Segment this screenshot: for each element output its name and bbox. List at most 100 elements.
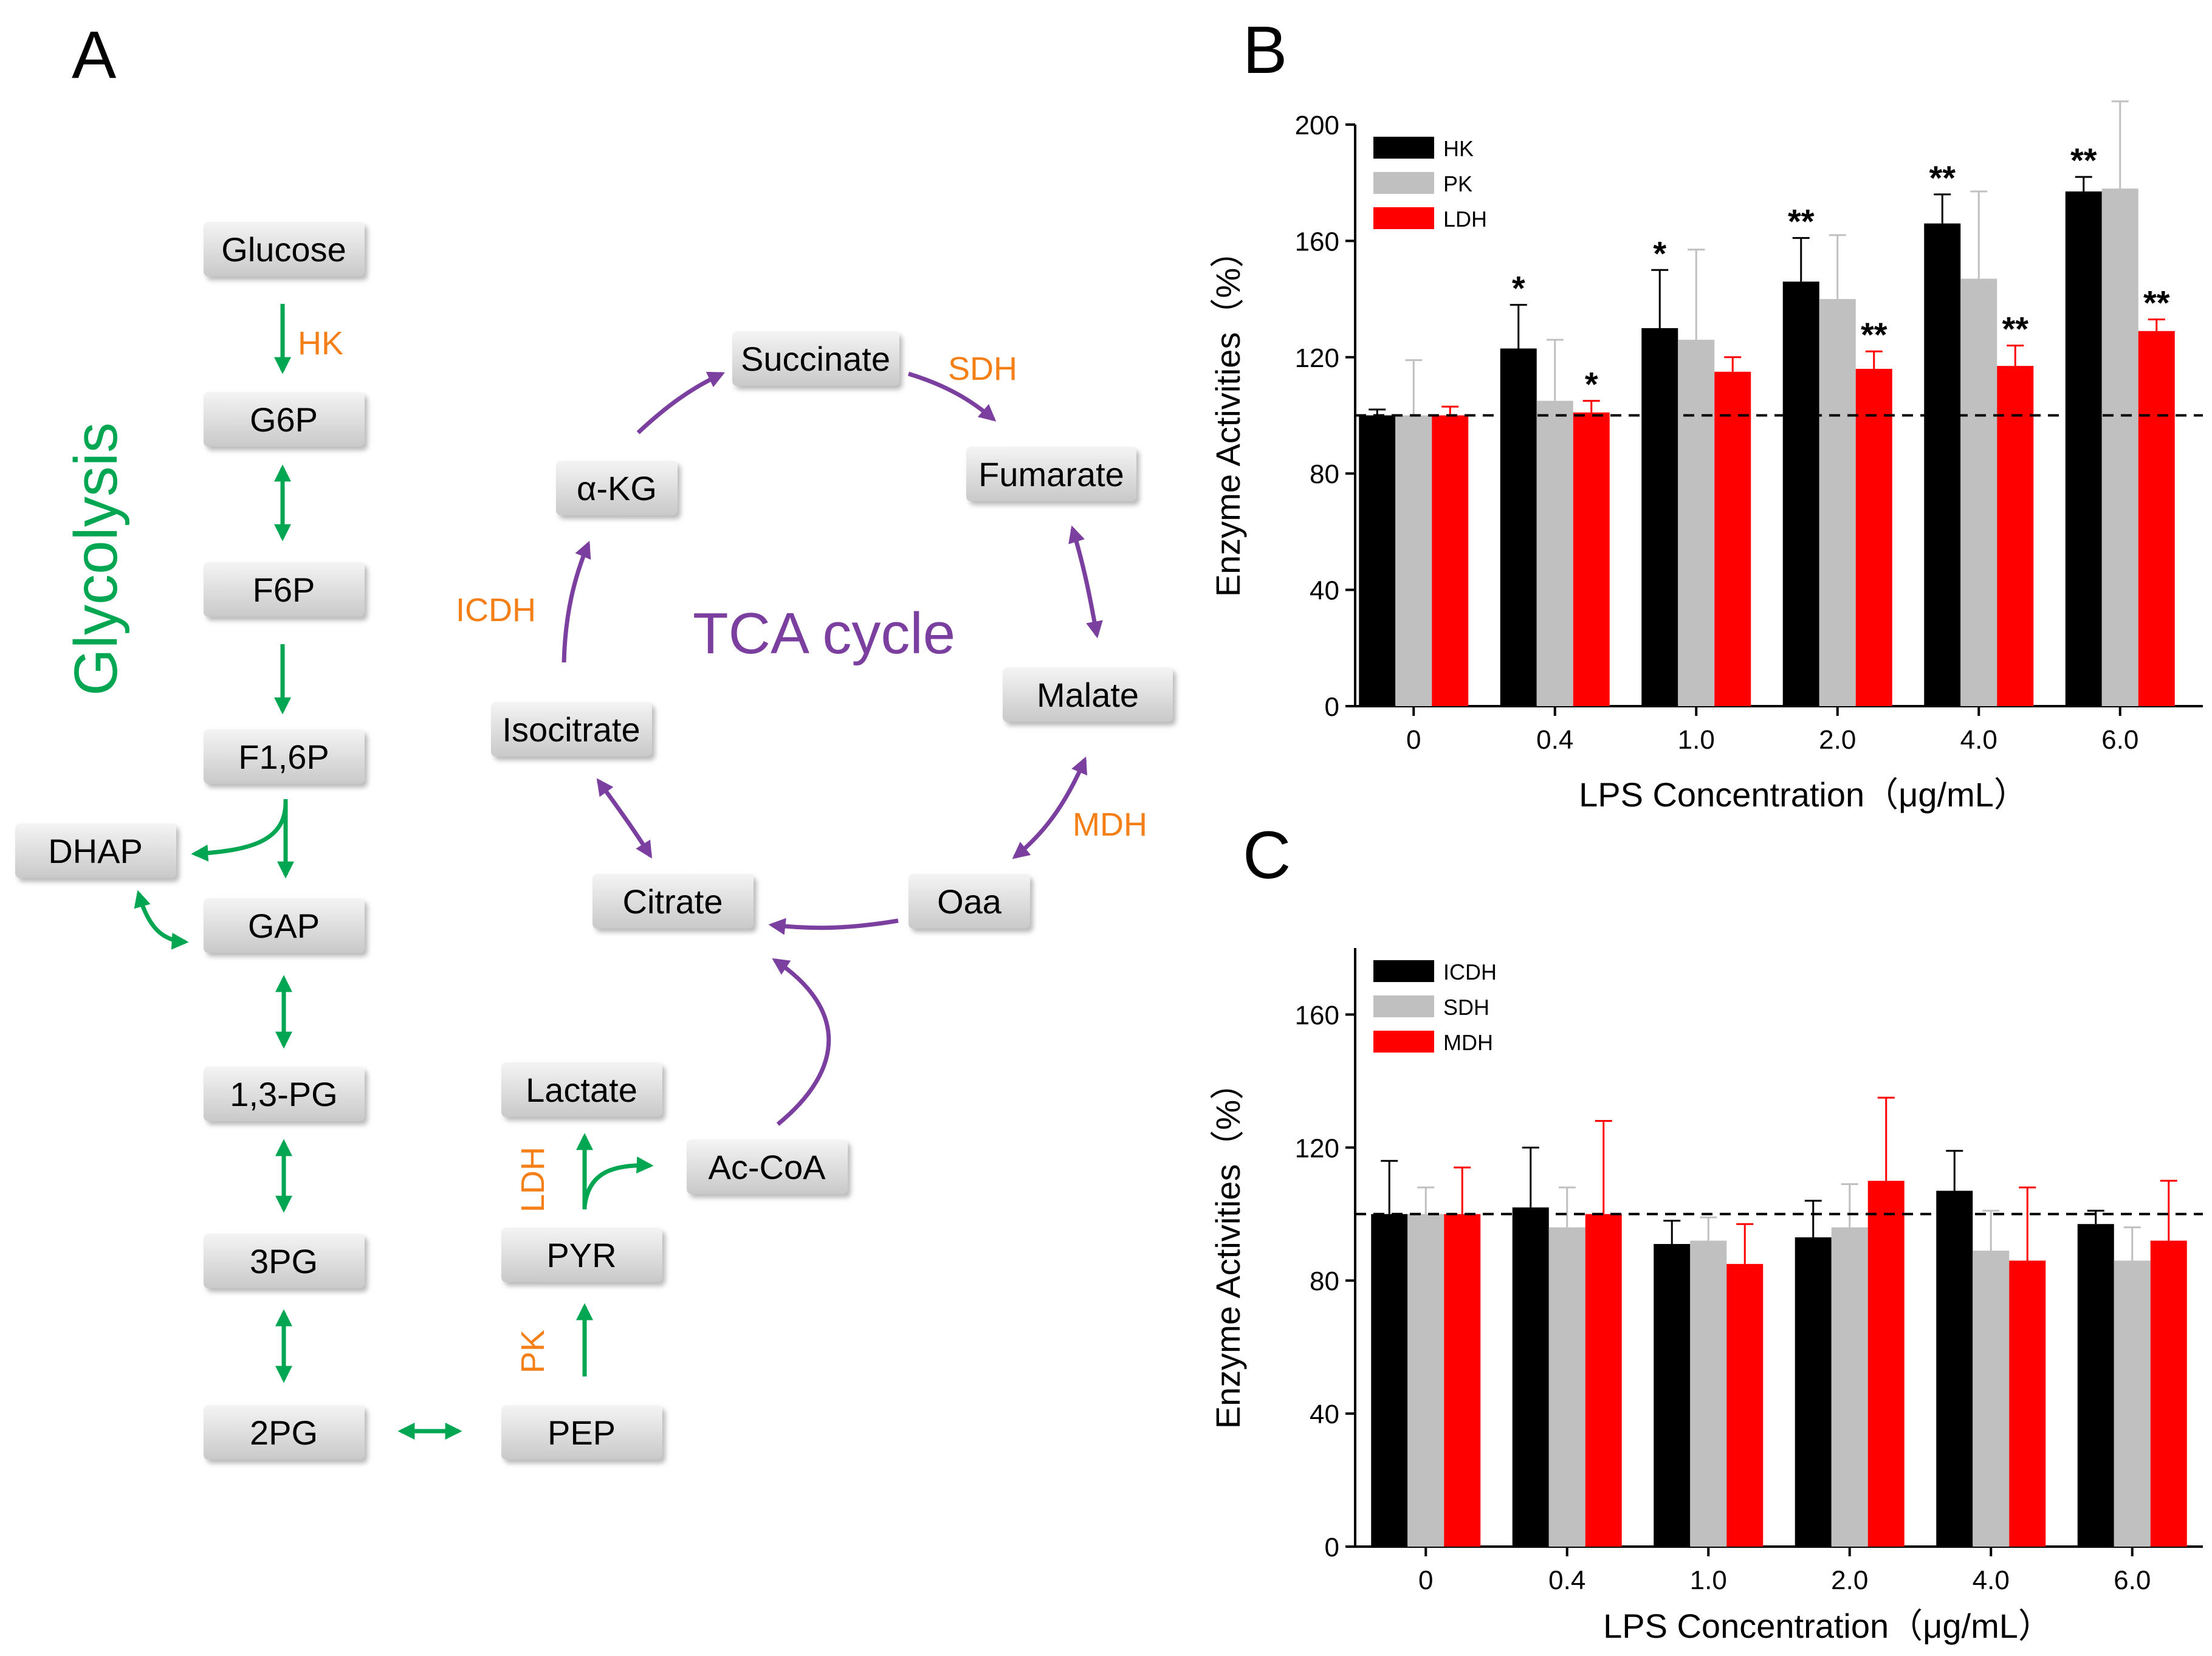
node-succinate: [732, 331, 899, 386]
bar-sdh: [1973, 1250, 2010, 1547]
significance-marker: *: [1653, 234, 1666, 272]
node-pep-label: PEP: [548, 1414, 616, 1452]
bar-pk: [1678, 340, 1715, 706]
node-acoa-label: Ac-CoA: [709, 1148, 826, 1186]
x-tick-label: 4.0: [1973, 1565, 2010, 1595]
node-f16p: [204, 729, 365, 784]
bar-sdh: [1690, 1240, 1727, 1547]
x-tick-label: 1.0: [1690, 1565, 1727, 1595]
bar-hk: [1924, 223, 1961, 706]
x-tick-label: 2.0: [1831, 1565, 1868, 1595]
bar-pk: [1395, 415, 1432, 706]
significance-marker: **: [2070, 141, 2097, 179]
bar-icdh: [1371, 1214, 1408, 1547]
bar-mdh: [1726, 1263, 1764, 1547]
legend-swatch-ldh: [1373, 207, 1434, 229]
x-tick-label: 2.0: [1819, 725, 1856, 755]
panel-label-a: A: [72, 18, 117, 92]
node-akg: [556, 461, 678, 515]
bar-hk: [1641, 328, 1678, 706]
bar-mdh: [1867, 1181, 1905, 1547]
enzyme-icdh-label: ICDH: [456, 592, 536, 628]
node-3pg-label: 3PG: [250, 1242, 318, 1280]
arrow-citrate-isocitrate: [596, 778, 652, 859]
legend-swatch-pk: [1373, 172, 1434, 194]
significance-marker: **: [1929, 159, 1956, 197]
legend-label-hk: HK: [1443, 136, 1474, 161]
bar-ldh: [1714, 371, 1751, 706]
legend-label-sdh: SDH: [1443, 995, 1489, 1020]
significance-marker: **: [2002, 310, 2028, 348]
node-pep: [501, 1405, 662, 1460]
y-tick-label: 120: [1295, 343, 1339, 373]
arrow-succinate-fumarate: [907, 371, 997, 422]
bar-pk: [1960, 278, 1997, 707]
node-gap: [204, 898, 365, 953]
y-tick-label: 0: [1325, 692, 1339, 722]
x-tick-label: 6.0: [2101, 725, 2138, 755]
enzyme-mdh-label: MDH: [1073, 806, 1147, 843]
significance-marker: **: [1788, 202, 1815, 241]
node-lactate: [501, 1062, 662, 1117]
arrow-isocitrate-akg: [562, 540, 591, 663]
node-fumarate: [966, 447, 1136, 501]
y-tick-label: 160: [1295, 1000, 1339, 1030]
y-tick-label: 120: [1295, 1133, 1339, 1163]
bar-icdh: [1795, 1237, 1832, 1547]
y-tick-label: 160: [1295, 227, 1339, 256]
enzyme-ldh-label: LDH: [515, 1147, 551, 1212]
arrow-akg-succinate: [636, 371, 726, 435]
bar-hk: [1500, 348, 1537, 706]
bar-pk: [2101, 188, 2138, 706]
node-isocitrate: [491, 702, 652, 757]
legend-label-ldh: LDH: [1443, 207, 1487, 232]
node-citrate: [592, 874, 754, 929]
x-tick-label: 6.0: [2114, 1565, 2151, 1595]
tca-cycle-label: TCA cycle: [693, 601, 955, 666]
significance-marker: *: [1512, 269, 1525, 307]
x-tick-label: 0.4: [1536, 725, 1573, 755]
arrow-malate-oaa: [1012, 756, 1088, 859]
bar-sdh: [2114, 1260, 2151, 1547]
node-oaa-label: Oaa: [937, 882, 1002, 921]
node-f6p-label: F6P: [253, 571, 315, 609]
bar-ldh: [2138, 331, 2175, 706]
node-f6p: [204, 562, 365, 617]
node-glucose-label: Glucose: [221, 230, 346, 269]
x-axis-title: LPS Concentration（μg/mL）: [1603, 1607, 2052, 1645]
chart-c: 0 40 80 120 160 0 0.4 1.0 2.0 4.0 6.0 ICDH SDH MDH LPS…: [1209, 948, 2203, 1645]
legend-swatch-mdh: [1373, 1031, 1434, 1053]
arrow-oaa-citrate: [768, 918, 899, 935]
node-pyr-label: PYR: [546, 1236, 616, 1274]
node-glucose: [204, 222, 365, 277]
node-3pg: [204, 1234, 365, 1288]
node-malate: [1003, 667, 1173, 722]
y-axis-title: Enzyme Activities（%）: [1209, 1066, 1247, 1429]
bar-ldh: [1432, 415, 1469, 706]
legend-swatch-hk: [1373, 137, 1434, 159]
node-gap-label: GAP: [248, 907, 320, 945]
legend-label-mdh: MDH: [1443, 1030, 1493, 1055]
node-fumarate-label: Fumarate: [978, 455, 1124, 493]
node-2pg-label: 2PG: [250, 1414, 318, 1452]
bar-ldh: [1997, 366, 2034, 706]
x-tick-label: 1.0: [1678, 725, 1715, 755]
significance-marker: **: [2143, 284, 2170, 322]
x-axis-title: LPS Concentration（μg/mL）: [1579, 775, 2028, 814]
bar-ldh: [1855, 368, 1892, 706]
x-tick-label: 4.0: [1960, 725, 1997, 755]
bar-hk: [1782, 281, 1819, 706]
y-tick-label: 80: [1310, 459, 1339, 489]
legend-swatch-sdh: [1373, 995, 1434, 1017]
node-13pg-label: 1,3-PG: [230, 1075, 337, 1113]
glycolysis-label: Glycolysis: [62, 422, 130, 696]
node-pyr: [501, 1228, 662, 1282]
arrow-pyr-acoa: [582, 1156, 654, 1207]
bar-hk: [2065, 191, 2102, 706]
legend-label-icdh: ICDH: [1443, 960, 1497, 984]
node-g6p-label: G6P: [250, 400, 318, 439]
bar-sdh: [1407, 1214, 1444, 1547]
legend-label-pk: PK: [1443, 171, 1472, 196]
bar-sdh: [1831, 1227, 1868, 1547]
